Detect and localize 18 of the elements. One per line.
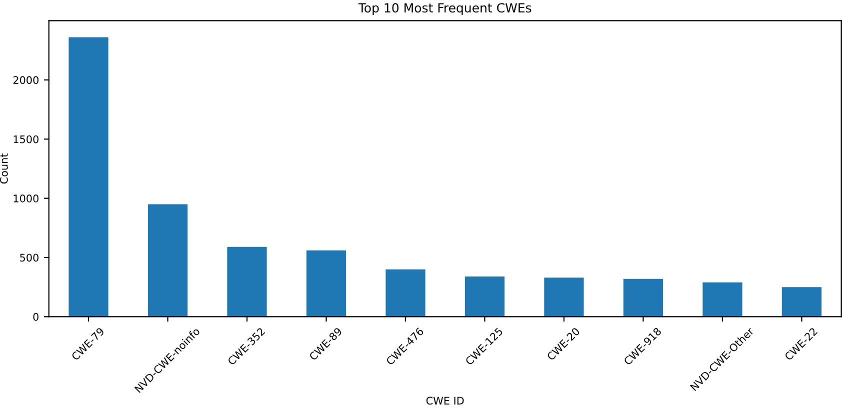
chart-title: Top 10 Most Frequent CWEs [358, 3, 532, 15]
bar [306, 250, 346, 317]
bar [544, 278, 584, 317]
y-tick-label: 1000 [14, 194, 38, 202]
bar [227, 246, 267, 317]
x-axis-title: CWE ID [426, 396, 464, 405]
bar [68, 37, 108, 317]
bar [702, 282, 742, 317]
bar [782, 287, 822, 317]
bar [464, 276, 505, 317]
bar [623, 278, 664, 317]
y-tick-label: 1500 [14, 135, 38, 144]
bar [148, 204, 188, 317]
y-tick-label: 2000 [13, 76, 38, 84]
y-tick-label: 500 [20, 254, 38, 262]
y-tick-label: 0 [33, 312, 38, 321]
bar [386, 269, 426, 317]
y-axis-title: Count [0, 153, 8, 184]
